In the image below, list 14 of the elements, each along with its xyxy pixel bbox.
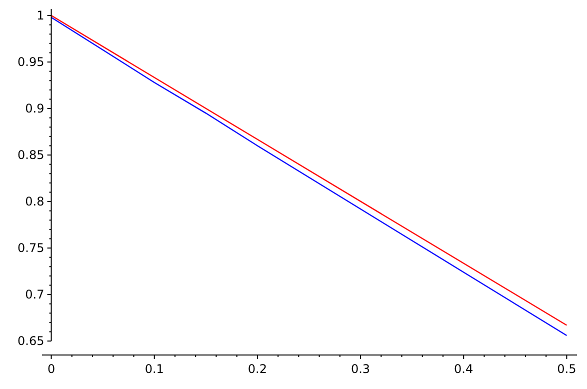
x-tick-label: 0 — [47, 362, 56, 376]
y-tick-label: 0.75 — [18, 241, 44, 256]
y-tick-label: 0.7 — [25, 288, 44, 302]
x-tick-label: 0.3 — [350, 362, 370, 376]
x-tick-label: 0.2 — [248, 362, 267, 376]
y-tick-label: 0.65 — [18, 334, 44, 348]
y-tick-label: 1 — [36, 8, 44, 23]
y-tick-label: 0.95 — [18, 55, 44, 70]
x-tick-label: 0.1 — [144, 362, 164, 376]
y-tick-label: 0.9 — [25, 102, 44, 116]
y-tick-label: 0.85 — [18, 148, 44, 162]
x-tick-label: 0.5 — [557, 362, 576, 376]
y-tick-label: 0.8 — [25, 194, 44, 209]
x-tick-label: 0.4 — [454, 362, 474, 376]
